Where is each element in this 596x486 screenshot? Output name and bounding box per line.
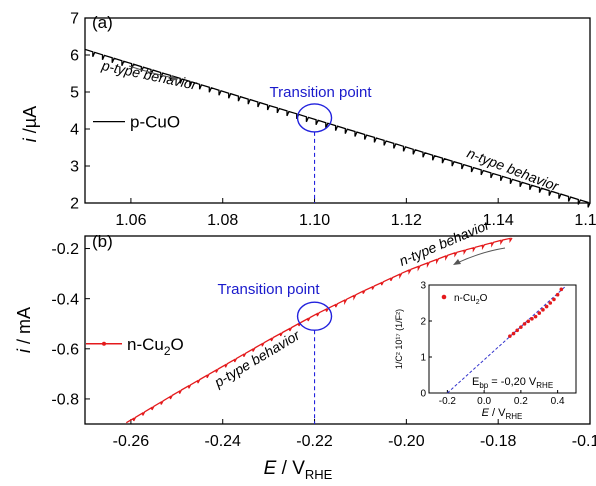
- inset-data-point: [548, 301, 553, 305]
- inset-data-point: [533, 314, 538, 319]
- x-tick-label: 1.16: [574, 212, 596, 229]
- inset-data-point: [544, 304, 549, 309]
- y-tick-label: 2: [70, 196, 79, 213]
- x-tick-label: 1.12: [391, 212, 422, 229]
- inset-data-point: [555, 292, 560, 297]
- panel-a-frame: [84, 17, 591, 204]
- panel-a-p-type-annotation: p-type behavior: [99, 57, 199, 93]
- x-tick-label: -0.18: [480, 433, 517, 450]
- panel-b-y-axis-title: i / mA: [14, 307, 34, 353]
- y-tick-label: -0.8: [51, 392, 79, 409]
- inset-data-point: [541, 308, 545, 312]
- y-tick-label: -0.6: [51, 341, 79, 358]
- x-tick-label: 1.10: [299, 212, 330, 229]
- x-tick-label: -0.2: [439, 396, 457, 407]
- x-tick-label: 1.14: [483, 212, 514, 229]
- y-tick-label: 7: [70, 11, 79, 28]
- x-tick-label: -0.24: [204, 433, 241, 450]
- inset-data-point: [552, 297, 556, 302]
- inset-data-point: [522, 322, 527, 326]
- inset-x-axis-title: E / VRHE: [482, 407, 523, 421]
- inset-y-axis-title: 1/C² 10¹⁷ (1/F²): [394, 309, 404, 369]
- y-tick-label: 1: [420, 353, 426, 364]
- y-tick-label: 2: [420, 317, 426, 328]
- x-tick-label: -0.16: [572, 433, 596, 450]
- inset-axis-ticks: -0.2 0.0 0.2 0.4 0 1 2 3: [420, 281, 565, 408]
- panel-a-p-type-arrowhead: [171, 75, 178, 81]
- panel-a-transition-label: Transition point: [270, 84, 373, 101]
- inset-data-point: [537, 311, 542, 315]
- panel-a-label: (a): [92, 13, 113, 32]
- x-tick-label: 0.0: [477, 396, 491, 407]
- panel-b-transition-circle: [296, 301, 333, 331]
- x-tick-label: 1.06: [115, 212, 146, 229]
- y-tick-label: 3: [70, 159, 79, 176]
- panel-b-n-type-arrowhead: [453, 259, 461, 265]
- inset-data-point: [526, 319, 531, 324]
- panel-a-series-line: [84, 48, 591, 208]
- inset-data-point: [511, 331, 516, 336]
- panel-a-legend-label: p-CuO: [130, 113, 180, 132]
- inset-chart: -0.2 0.0 0.2 0.4 0 1 2 3 1/C² 10¹⁷ (1/F²) E / V…: [394, 281, 577, 421]
- panel-b-frame: [84, 235, 591, 425]
- x-tick-label: 0.2: [514, 396, 528, 407]
- inset-legend-marker: [441, 294, 447, 300]
- y-tick-label: 4: [70, 122, 79, 139]
- inset-data-point: [559, 287, 564, 292]
- inset-data-point: [508, 334, 512, 338]
- panel-b: (b) -0.26-0.24-0.22-0.20-0.18-0.16-0.8-0…: [14, 216, 596, 482]
- inset-fit-line: [447, 286, 566, 394]
- panel-a-transition-circle: [296, 103, 333, 133]
- x-tick-label: -0.26: [113, 433, 150, 450]
- inset-data-point: [515, 328, 519, 333]
- y-tick-label: 6: [70, 48, 79, 65]
- inset-ebp-annotation: Ebp = -0,20 VRHE: [472, 376, 553, 390]
- x-tick-label: -0.20: [388, 433, 425, 450]
- x-tick-label: -0.22: [296, 433, 333, 450]
- inset-data-points: [508, 287, 564, 338]
- panel-b-series-line: [125, 237, 513, 424]
- y-tick-label: -0.2: [51, 241, 79, 258]
- panel-b-x-axis-title: E / VRHE: [264, 458, 333, 482]
- panel-a: (a) 1.06 1.08 1.10 1.12 1.14 1.16 2 3 4 5 6 7 i /µA…: [20, 11, 596, 229]
- x-tick-label: 1.08: [207, 212, 238, 229]
- inset-legend-label: n-Cu2O: [454, 293, 488, 306]
- panel-b-label: (b): [92, 232, 113, 251]
- y-tick-label: -0.4: [51, 291, 79, 308]
- panel-b-transition-label: Transition point: [218, 281, 321, 298]
- panel-b-legend-label: n-Cu2O: [127, 335, 184, 358]
- panel-a-y-axis-title: i /µA: [20, 106, 40, 142]
- inset-data-point: [530, 317, 534, 321]
- panel-b-legend-marker: [102, 341, 106, 346]
- x-tick-label: 0.4: [551, 396, 565, 407]
- panel-a-axis-ticks: 1.06 1.08 1.10 1.12 1.14 1.16 2 3 4 5 6 7: [70, 11, 596, 229]
- inset-data-point: [519, 325, 523, 329]
- y-tick-label: 3: [420, 281, 426, 292]
- panel-b-p-type-annotation: p-type behavior: [211, 326, 304, 391]
- panel-b-axis-ticks: -0.26-0.24-0.22-0.20-0.18-0.16-0.8-0.6-0…: [51, 241, 596, 450]
- y-tick-label: 0: [420, 389, 426, 400]
- y-tick-label: 5: [70, 85, 79, 102]
